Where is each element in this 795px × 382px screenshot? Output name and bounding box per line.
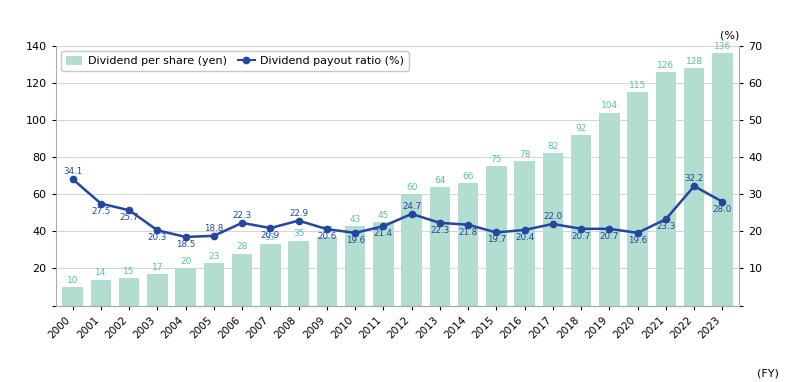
Text: 92: 92 [576,124,587,133]
Text: 104: 104 [601,101,618,110]
Text: 22.0: 22.0 [543,212,563,221]
Text: 18.8: 18.8 [204,224,223,233]
Text: 23: 23 [208,252,219,261]
Text: 20.3: 20.3 [148,233,167,242]
Bar [656,72,676,306]
Text: 28: 28 [236,243,248,251]
Bar [684,68,704,306]
Text: 23.3: 23.3 [656,222,676,231]
Bar [204,263,224,306]
Text: 19.6: 19.6 [346,236,365,245]
Text: (FY): (FY) [757,368,779,378]
Bar [599,113,619,306]
Bar [316,237,337,306]
Bar [119,278,139,306]
Text: 20.9: 20.9 [261,231,280,240]
Bar [571,135,591,306]
Bar [232,254,252,306]
Text: 128: 128 [685,57,703,66]
Text: 64: 64 [434,176,445,185]
Text: 22.3: 22.3 [232,211,252,220]
Bar [289,241,308,306]
Text: 45: 45 [378,211,389,220]
Bar [373,222,394,306]
Text: 18.5: 18.5 [176,240,196,249]
Bar [514,161,535,306]
Text: 20.7: 20.7 [572,232,591,241]
Text: (%): (%) [720,31,739,40]
Text: 32.2: 32.2 [684,174,704,183]
Bar [543,154,563,306]
Text: 27.5: 27.5 [91,207,111,215]
Bar [260,244,281,306]
Text: 20.7: 20.7 [599,232,619,241]
Bar [458,183,479,306]
Legend: Dividend per share (yen), Dividend payout ratio (%): Dividend per share (yen), Dividend payou… [61,52,409,71]
Bar [401,194,422,306]
Text: 22.9: 22.9 [289,209,308,218]
Text: 78: 78 [519,150,530,159]
Text: 33: 33 [265,233,276,242]
Text: 136: 136 [714,42,731,51]
Text: 24.7: 24.7 [402,202,421,211]
Text: 17: 17 [152,263,163,272]
Text: 19.6: 19.6 [628,236,647,245]
Text: 66: 66 [463,172,474,181]
Text: 19.7: 19.7 [487,235,506,244]
Text: 20.4: 20.4 [515,233,534,242]
Bar [712,53,732,306]
Text: 75: 75 [491,155,502,164]
Text: 20: 20 [180,257,192,266]
Text: 126: 126 [657,61,674,70]
Text: 20.6: 20.6 [317,232,336,241]
Text: 115: 115 [629,81,646,90]
Text: 21.4: 21.4 [374,229,393,238]
Text: 35: 35 [293,230,304,238]
Text: 21.8: 21.8 [459,228,478,237]
Text: 60: 60 [406,183,417,192]
Text: 10: 10 [67,276,79,285]
Text: 82: 82 [547,142,559,151]
Text: 25.7: 25.7 [119,213,139,222]
Bar [176,269,196,306]
Text: 37: 37 [321,226,332,235]
Bar [430,187,450,306]
Bar [487,167,506,306]
Bar [345,226,365,306]
Text: 43: 43 [350,215,361,223]
Bar [627,92,648,306]
Text: 34.1: 34.1 [63,167,82,176]
Text: 28.0: 28.0 [712,205,732,214]
Bar [63,287,83,306]
Text: 22.3: 22.3 [430,226,449,235]
Text: 15: 15 [123,267,135,275]
Bar [147,274,168,306]
Bar [91,280,111,306]
Text: 14: 14 [95,269,107,277]
